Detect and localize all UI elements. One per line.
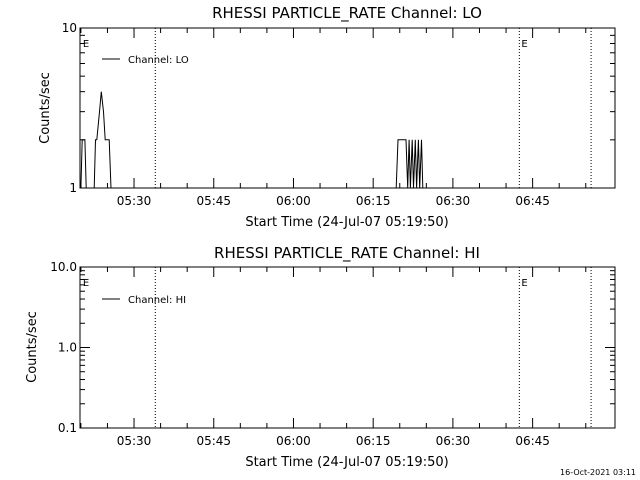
generated-timestamp: 16-Oct-2021 03:11 bbox=[560, 468, 636, 477]
y-axis: 1 10 bbox=[62, 21, 615, 195]
x-tick-label: 06:00 bbox=[276, 434, 311, 448]
legend: Channel: HI bbox=[102, 295, 186, 306]
vertical-markers bbox=[154, 267, 592, 428]
event-marker-label: E bbox=[83, 39, 89, 50]
legend-label: Channel: HI bbox=[128, 295, 186, 306]
x-tick-label: 05:30 bbox=[117, 434, 152, 448]
x-axis-label: Start Time (24-Jul-07 05:19:50) bbox=[245, 455, 448, 470]
x-tick-label: 06:30 bbox=[436, 434, 471, 448]
y-tick-label: 10.0 bbox=[50, 260, 77, 274]
chart-panel-hi: RHESSI PARTICLE_RATE Channel: HI 0.1 1.0 1… bbox=[25, 244, 616, 470]
x-tick-label: 05:30 bbox=[117, 194, 152, 208]
y-axis: 0.1 1.0 10.0 bbox=[50, 260, 615, 435]
x-axis: 05:30 05:45 06:00 06:15 06:30 06:45 bbox=[80, 267, 587, 448]
event-marker-label: E bbox=[521, 278, 527, 289]
y-tick-label: 0.1 bbox=[58, 421, 77, 435]
chart-title: RHESSI PARTICLE_RATE Channel: LO bbox=[212, 4, 482, 23]
x-axis-label: Start Time (24-Jul-07 05:19:50) bbox=[245, 215, 448, 230]
x-tick-label: 06:45 bbox=[515, 434, 550, 448]
plot-frame bbox=[79, 27, 616, 189]
plot-frame bbox=[79, 266, 616, 429]
x-tick-label: 05:45 bbox=[196, 434, 231, 448]
x-tick-label: 06:15 bbox=[356, 434, 391, 448]
x-axis: 05:30 05:45 06:00 06:15 06:30 06:45 bbox=[80, 28, 587, 208]
chart-panel-lo: RHESSI PARTICLE_RATE Channel: LO 1 10 05:… bbox=[38, 4, 616, 230]
y-tick-label: 10 bbox=[62, 21, 77, 35]
legend-label: Channel: LO bbox=[128, 55, 189, 66]
y-tick-label: 1 bbox=[69, 181, 77, 195]
series-line bbox=[80, 91, 424, 189]
chart-title: RHESSI PARTICLE_RATE Channel: HI bbox=[214, 244, 480, 263]
event-marker-label: E bbox=[83, 278, 89, 289]
y-tick-label: 1.0 bbox=[58, 341, 77, 355]
x-tick-label: 05:45 bbox=[196, 194, 231, 208]
x-tick-label: 06:15 bbox=[356, 194, 391, 208]
y-axis-label: Counts/sec bbox=[25, 311, 40, 383]
vertical-markers bbox=[154, 28, 592, 188]
legend: Channel: LO bbox=[102, 55, 189, 66]
x-tick-label: 06:30 bbox=[436, 194, 471, 208]
x-tick-label: 06:00 bbox=[276, 194, 311, 208]
y-axis-label: Counts/sec bbox=[38, 72, 53, 144]
event-marker-label: E bbox=[521, 39, 527, 50]
x-tick-label: 06:45 bbox=[515, 194, 550, 208]
series-group bbox=[80, 91, 424, 189]
